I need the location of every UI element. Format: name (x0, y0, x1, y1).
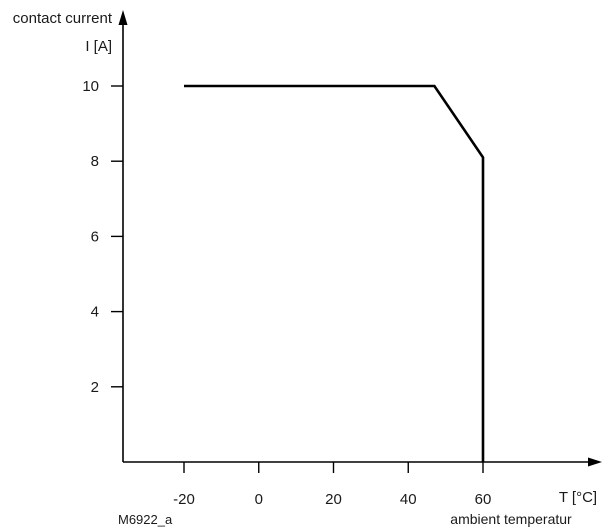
x-tick-label: 40 (400, 491, 417, 508)
y-axis-title-line1: contact current (13, 10, 113, 27)
y-axis-title-line2: I [A] (85, 38, 112, 55)
figure-code: M6922_a (118, 512, 173, 527)
y-axis-arrow (118, 10, 128, 25)
y-tick-label: 4 (91, 304, 99, 321)
x-tick-label: 20 (325, 491, 342, 508)
x-axis-title: ambient temperatur (450, 511, 572, 527)
y-tick-label: 10 (82, 78, 99, 95)
x-tick-label: 60 (475, 491, 492, 508)
x-axis-arrow (588, 457, 602, 467)
y-tick-label: 2 (91, 379, 99, 396)
x-tick-label: -20 (173, 491, 195, 508)
derating-curve (184, 84, 485, 462)
x-tick-label: 0 (255, 491, 263, 508)
y-tick-label: 6 (91, 228, 99, 245)
x-axis-unit-label: T [°C] (559, 489, 597, 506)
y-tick-label: 8 (91, 153, 99, 170)
